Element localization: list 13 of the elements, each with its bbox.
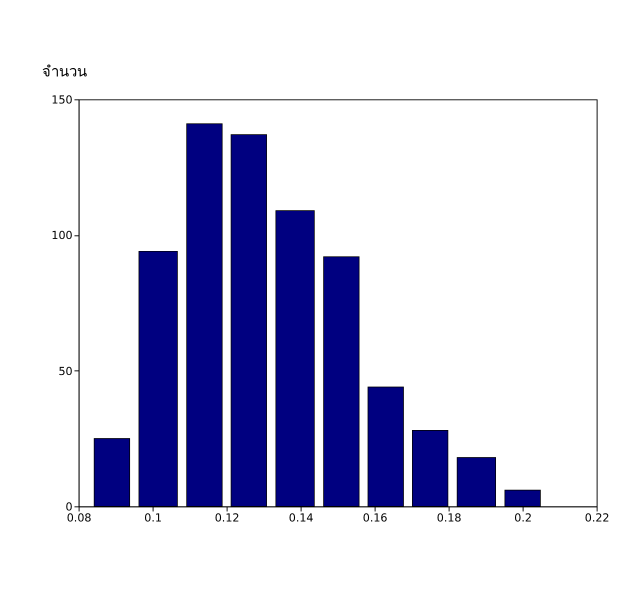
y-tick-label: 150 [51,94,73,107]
x-tick-label: 0.2 [514,512,532,525]
x-tick-label: 0.18 [436,512,462,525]
x-tick-label: 0.16 [362,512,388,525]
y-tick-label: 50 [58,364,73,378]
x-tick-label: 0.08 [66,512,92,525]
x-tick-label: 0.22 [584,512,610,525]
x-tick-label: 0.1 [144,512,162,525]
y-axis-title: จำนวน [42,64,88,81]
y-tick-label: 0 [66,500,73,514]
y-tick-label: 100 [51,229,73,242]
x-tick-label: 0.12 [214,512,240,525]
x-tick-label: 0.14 [288,512,314,525]
